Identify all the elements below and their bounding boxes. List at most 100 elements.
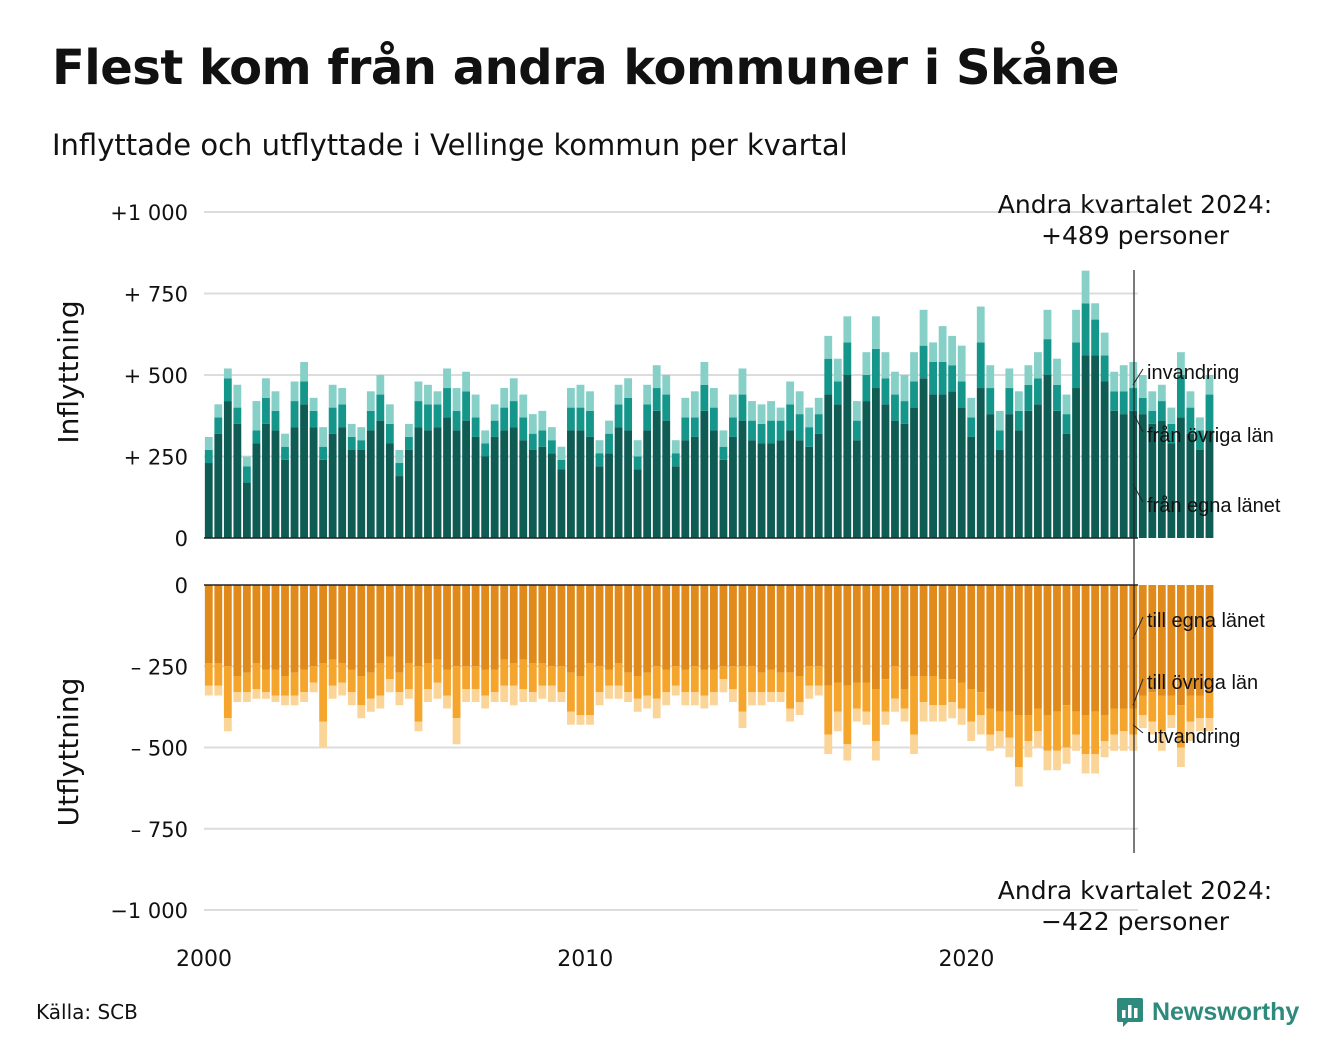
bar bbox=[1072, 388, 1080, 538]
bar bbox=[509, 378, 518, 402]
bar bbox=[595, 440, 604, 454]
bar bbox=[938, 394, 947, 538]
bar bbox=[729, 666, 737, 689]
x-tick-label: 2000 bbox=[176, 947, 232, 972]
bar bbox=[1072, 342, 1080, 389]
y-tick-label: + 750 bbox=[124, 283, 188, 307]
bar bbox=[500, 685, 509, 702]
bar bbox=[300, 692, 308, 702]
bar bbox=[366, 391, 375, 411]
bar bbox=[538, 446, 547, 538]
bar bbox=[395, 476, 404, 538]
bar bbox=[719, 679, 728, 693]
bar bbox=[1091, 585, 1100, 712]
bar bbox=[405, 449, 413, 538]
bar bbox=[204, 463, 213, 538]
bar bbox=[1034, 708, 1042, 732]
bar bbox=[595, 585, 604, 667]
bar bbox=[462, 420, 470, 538]
series-label: invandring bbox=[1147, 362, 1239, 384]
bar bbox=[1129, 585, 1138, 709]
bar bbox=[605, 685, 613, 699]
bar bbox=[1129, 708, 1138, 735]
bar bbox=[709, 669, 718, 693]
bar bbox=[948, 702, 957, 719]
bar bbox=[938, 326, 947, 362]
bar bbox=[233, 676, 242, 693]
bar bbox=[414, 721, 423, 732]
bar bbox=[671, 453, 680, 467]
bar bbox=[300, 361, 308, 382]
bar bbox=[433, 404, 442, 428]
bar bbox=[300, 585, 308, 670]
bar bbox=[366, 430, 375, 538]
bar bbox=[1138, 414, 1147, 538]
bar bbox=[872, 348, 880, 389]
bar bbox=[395, 672, 404, 693]
bar bbox=[986, 414, 995, 538]
bar bbox=[576, 407, 585, 431]
brand-logo[interactable]: Newsworthy bbox=[1116, 994, 1299, 1030]
bar bbox=[748, 666, 756, 693]
bar bbox=[376, 695, 385, 709]
bar bbox=[852, 708, 861, 722]
bar bbox=[624, 430, 633, 538]
annotation-line2: −422 personer bbox=[1041, 907, 1230, 936]
bar bbox=[462, 666, 470, 689]
bar bbox=[586, 391, 594, 411]
bar bbox=[233, 407, 242, 424]
bar bbox=[223, 401, 232, 538]
bar bbox=[891, 666, 899, 699]
bar bbox=[605, 420, 613, 434]
bar bbox=[929, 361, 937, 395]
bar bbox=[814, 433, 823, 538]
bar bbox=[614, 404, 623, 428]
bar bbox=[443, 388, 451, 418]
bar bbox=[357, 449, 366, 538]
bar bbox=[576, 384, 585, 408]
bar bbox=[309, 682, 318, 693]
bar bbox=[309, 585, 318, 667]
bar bbox=[281, 433, 289, 447]
bar bbox=[681, 417, 690, 441]
bar bbox=[1005, 368, 1014, 389]
bar bbox=[719, 666, 728, 680]
bar bbox=[414, 401, 423, 428]
bar bbox=[729, 436, 737, 538]
bar bbox=[776, 420, 785, 441]
bar bbox=[262, 397, 270, 424]
bar bbox=[910, 407, 918, 538]
bar bbox=[357, 705, 366, 719]
bar bbox=[729, 689, 737, 702]
bar bbox=[719, 446, 728, 460]
bar bbox=[328, 585, 337, 660]
bar bbox=[948, 335, 957, 366]
bar bbox=[690, 585, 699, 667]
bar bbox=[1186, 585, 1195, 696]
bar bbox=[1157, 420, 1166, 538]
bar bbox=[1053, 585, 1061, 712]
bar bbox=[1081, 715, 1090, 754]
bar bbox=[1072, 585, 1080, 712]
bar bbox=[891, 394, 899, 421]
bar bbox=[872, 388, 880, 538]
x-tick-label: 2020 bbox=[938, 947, 994, 972]
bar bbox=[862, 375, 871, 402]
bar bbox=[328, 685, 337, 699]
bar bbox=[1148, 410, 1157, 424]
bar bbox=[471, 417, 480, 437]
bar bbox=[347, 669, 356, 693]
bar bbox=[767, 692, 775, 702]
y-tick-label: 0 bbox=[175, 527, 188, 551]
leader-line bbox=[1132, 483, 1144, 503]
bar bbox=[643, 384, 652, 405]
bar bbox=[557, 692, 566, 702]
bar bbox=[872, 316, 880, 349]
bar bbox=[366, 698, 375, 712]
bar bbox=[1005, 737, 1014, 758]
bar bbox=[624, 692, 633, 702]
bar bbox=[614, 663, 623, 686]
bar bbox=[824, 734, 833, 754]
bar bbox=[690, 436, 699, 538]
bar bbox=[1138, 375, 1147, 398]
